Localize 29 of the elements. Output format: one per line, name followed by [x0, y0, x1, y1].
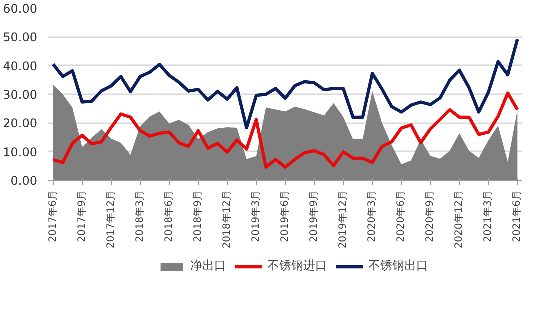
x-tick-label: 2018年9月: [192, 190, 204, 242]
line-series: [52, 92, 520, 169]
x-tick-label: 2020年3月: [366, 190, 378, 242]
x-tick-label: 2020年12月: [453, 190, 466, 249]
x-tick-label: 2017年12月: [104, 190, 117, 249]
line-series: [52, 38, 520, 130]
y-tick-label: 40.00: [3, 59, 38, 74]
x-tick-label: 2018年12月: [220, 190, 233, 249]
x-tick-label: 2020年9月: [424, 190, 436, 242]
x-tick-label: 2021年3月: [482, 190, 494, 242]
x-tick-label: 2018年3月: [134, 190, 146, 242]
x-tick-label: 2021年6月: [511, 190, 524, 242]
legend-label: 不锈钢出口: [368, 258, 428, 274]
y-tick-label: 30.00: [3, 88, 38, 102]
y-tick-label: 0.00: [10, 174, 38, 188]
y-tick-label: 60.00: [3, 2, 38, 16]
legend-label: 不锈钢进口: [268, 258, 328, 274]
legend-label: 净出口: [190, 258, 226, 274]
x-tick-label: 2019年6月: [279, 190, 291, 242]
x-tick-label: 2017年6月: [46, 190, 59, 242]
x-tick-label: 2019年12月: [337, 190, 350, 249]
y-tick-label: 10.00: [3, 145, 38, 160]
x-tick-label: 2019年3月: [250, 190, 262, 242]
x-tick-label: 2017年9月: [76, 190, 88, 242]
y-tick-label: 50.00: [3, 30, 38, 45]
y-tick-label: 20.00: [3, 116, 38, 131]
x-tick-label: 2020年6月: [395, 190, 408, 242]
x-tick-label: 2019年9月: [308, 190, 320, 242]
x-tick-label: 2018年6月: [162, 190, 175, 242]
